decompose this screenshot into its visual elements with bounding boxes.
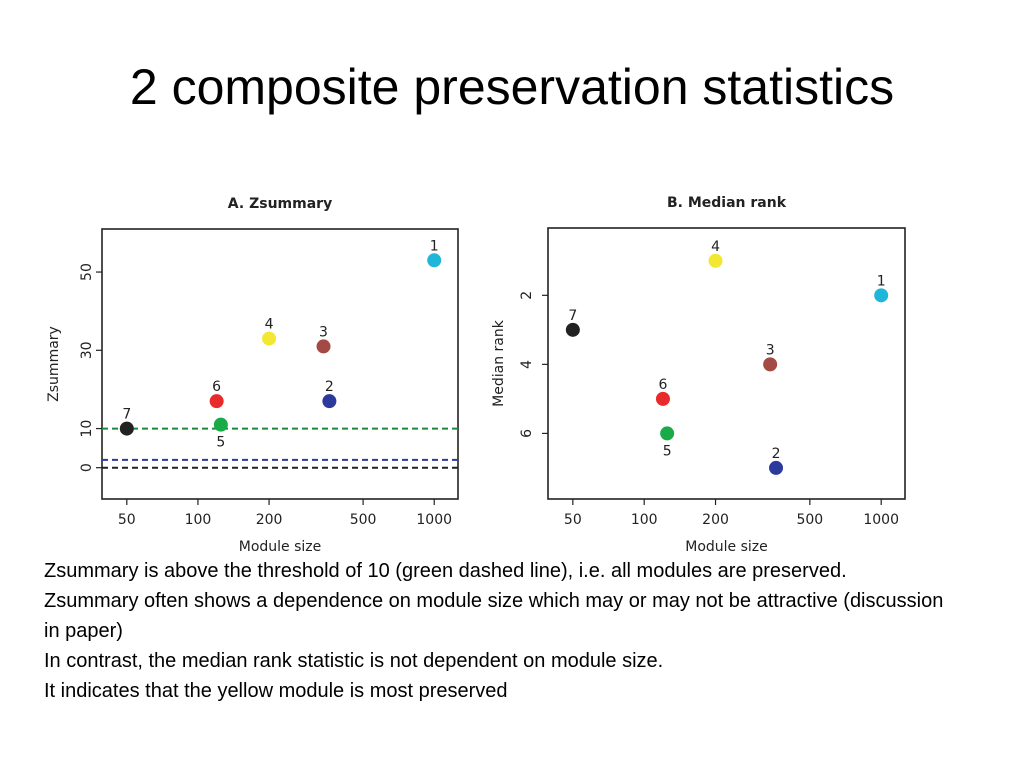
data-point-3 bbox=[316, 339, 331, 354]
x-tick-label: 500 bbox=[796, 512, 823, 528]
point-label-1: 1 bbox=[430, 238, 439, 254]
y-tick-label: 2 bbox=[519, 291, 535, 300]
data-point-3 bbox=[763, 357, 778, 372]
x-tick-label: 100 bbox=[185, 512, 212, 528]
charts-canvas: A. Zsummary 50 100 200 500 1000 0 10 30 50 Module … bbox=[46, 195, 906, 555]
y-tick-label: 6 bbox=[519, 429, 535, 438]
point-label-5: 5 bbox=[216, 435, 225, 451]
point-label-6: 6 bbox=[658, 377, 667, 393]
paragraph-4: It indicates that the yellow module is m… bbox=[44, 680, 508, 702]
plot-frame bbox=[547, 227, 906, 500]
x-tick-label: 500 bbox=[350, 512, 377, 528]
y-tick-label: 0 bbox=[79, 463, 95, 472]
data-point-1 bbox=[874, 288, 889, 303]
point-label-7: 7 bbox=[568, 308, 577, 324]
point-label-5: 5 bbox=[663, 443, 672, 459]
point-label-6: 6 bbox=[212, 379, 221, 395]
chart-title: A. Zsummary bbox=[228, 196, 332, 212]
slide-title: 2 composite preservation statistics bbox=[129, 59, 895, 115]
plot-frame bbox=[101, 228, 459, 500]
point-label-4: 4 bbox=[711, 239, 720, 255]
x-tick-label: 200 bbox=[256, 512, 283, 528]
point-label-1: 1 bbox=[877, 273, 886, 289]
data-point-7 bbox=[119, 421, 134, 436]
paragraph-1: Zsummary is above the threshold of 10 (g… bbox=[44, 560, 847, 582]
y-tick-label: 50 bbox=[79, 263, 95, 281]
point-label-4: 4 bbox=[265, 317, 274, 333]
point-label-3: 3 bbox=[766, 342, 775, 358]
x-axis-label: Module size bbox=[685, 539, 768, 555]
chart-zsummary: A. Zsummary 50 100 200 500 1000 0 10 30 50 Module … bbox=[46, 196, 459, 555]
point-label-2: 2 bbox=[772, 446, 781, 462]
x-tick-label: 50 bbox=[564, 512, 582, 528]
x-tick-label: 1000 bbox=[416, 512, 452, 528]
data-point-7 bbox=[565, 322, 580, 337]
explanation-text: Zsummary is above the threshold of 10 (g… bbox=[44, 556, 944, 706]
data-point-6 bbox=[209, 394, 224, 409]
x-tick-label: 100 bbox=[631, 512, 658, 528]
data-point-4 bbox=[262, 331, 277, 346]
chart-median-rank: B. Median rank 50 100 200 500 1000 2 4 6 Module s… bbox=[491, 195, 906, 555]
x-tick-label: 1000 bbox=[863, 512, 899, 528]
y-tick-label: 4 bbox=[519, 360, 535, 369]
data-point-2 bbox=[322, 394, 337, 409]
data-point-5 bbox=[660, 426, 675, 441]
point-label-2: 2 bbox=[325, 379, 334, 395]
y-tick-label: 10 bbox=[79, 420, 95, 438]
data-point-6 bbox=[655, 391, 670, 406]
data-point-4 bbox=[708, 253, 723, 268]
x-tick-label: 50 bbox=[118, 512, 136, 528]
data-point-5 bbox=[213, 417, 228, 432]
paragraph-3: In contrast, the median rank statistic i… bbox=[44, 650, 664, 672]
paragraph-2: Zsummary often shows a dependence on mod… bbox=[44, 590, 944, 642]
chart-title: B. Median rank bbox=[667, 195, 787, 211]
data-point-1 bbox=[427, 253, 442, 268]
point-label-3: 3 bbox=[319, 324, 328, 340]
point-label-7: 7 bbox=[122, 407, 131, 423]
x-tick-label: 200 bbox=[702, 512, 729, 528]
y-axis-label: Median rank bbox=[491, 319, 507, 407]
data-point-2 bbox=[769, 460, 784, 475]
y-tick-label: 30 bbox=[79, 341, 95, 359]
x-axis-label: Module size bbox=[239, 539, 322, 555]
y-axis-label: Zsummary bbox=[46, 326, 62, 402]
